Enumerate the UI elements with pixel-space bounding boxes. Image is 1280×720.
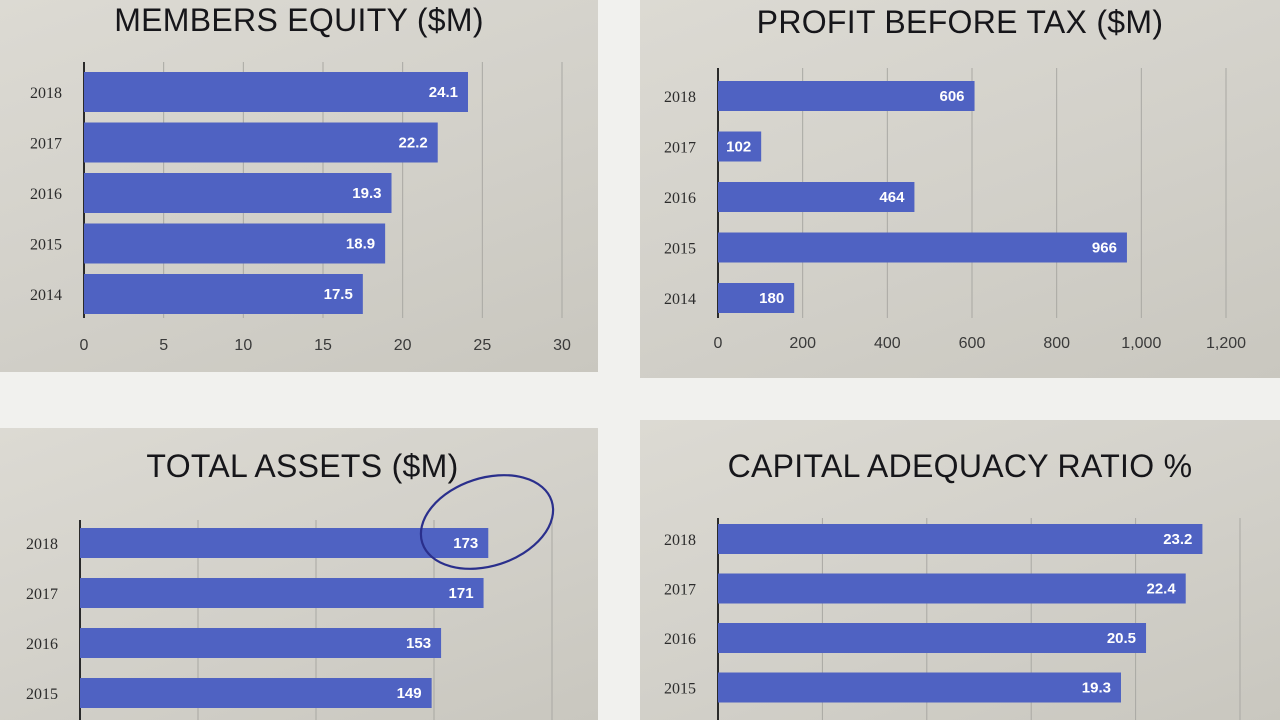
category-label: 2016 — [30, 186, 62, 203]
bar — [718, 524, 1203, 554]
x-tick-label: 600 — [959, 335, 986, 352]
data-label: 171 — [449, 585, 474, 602]
category-label: 2014 — [664, 291, 696, 308]
bar — [718, 232, 1127, 263]
data-label: 20.5 — [1107, 630, 1136, 647]
data-label: 102 — [726, 139, 751, 156]
bar — [84, 274, 363, 314]
members-equity-panel: MEMBERS EQUITY ($M) 0 5 10 15 20 25 30 24.1 2018… — [0, 0, 598, 372]
category-label: 2018 — [30, 85, 62, 102]
x-tick-label: 25 — [473, 337, 491, 354]
chart-title: MEMBERS EQUITY ($M) — [114, 2, 484, 38]
bar — [718, 131, 762, 162]
bar — [718, 573, 1186, 604]
data-label: 966 — [1092, 240, 1117, 257]
chart-title: PROFIT BEFORE TAX ($M) — [756, 4, 1164, 40]
data-label: 464 — [879, 189, 905, 206]
total-assets-chart: 173 2018 171 2017 153 2016 149 2015 — [26, 474, 555, 720]
profit-before-tax-panel: PROFIT BEFORE TAX ($M) 0 200 400 600 800 1,00… — [640, 0, 1280, 378]
bar — [718, 182, 915, 212]
data-label: 17.5 — [324, 286, 353, 303]
data-label: 23.2 — [1163, 531, 1192, 548]
category-label: 2014 — [30, 287, 62, 304]
bar — [84, 72, 468, 112]
capital-adequacy-panel: CAPITAL ADEQUACY RATIO % 23.2 2018 22.4 201… — [640, 420, 1280, 720]
x-tick-label: 15 — [314, 337, 332, 354]
data-label: 149 — [397, 685, 422, 702]
chart-title: TOTAL ASSETS ($M) — [146, 448, 459, 484]
profit-before-tax-chart: 0 200 400 600 800 1,000 1,200 606 2018 102 2017 464… — [664, 68, 1246, 352]
bar — [80, 678, 432, 708]
data-label: 22.2 — [399, 135, 428, 152]
data-label: 19.3 — [1082, 680, 1111, 697]
bar — [84, 223, 386, 264]
data-label: 24.1 — [429, 84, 458, 101]
bar — [84, 122, 438, 163]
category-label: 2015 — [26, 686, 58, 703]
capital-adequacy-chart: 23.2 2018 22.4 2017 20.5 2016 19.3 2015 — [664, 518, 1241, 720]
data-label: 153 — [406, 635, 431, 652]
x-tick-label: 1,200 — [1206, 335, 1246, 352]
bar — [84, 173, 392, 213]
category-label: 2016 — [664, 631, 696, 648]
data-label: 180 — [759, 290, 784, 307]
category-label: 2016 — [26, 636, 58, 653]
category-label: 2017 — [26, 586, 58, 603]
category-label: 2018 — [26, 536, 58, 553]
x-tick-label: 20 — [394, 337, 412, 354]
category-label: 2016 — [664, 190, 696, 207]
category-label: 2015 — [30, 237, 62, 254]
data-label: 606 — [940, 88, 965, 105]
x-tick-label: 5 — [159, 337, 168, 354]
x-tick-label: 0 — [714, 335, 723, 352]
total-assets-panel: TOTAL ASSETS ($M) 173 2018 171 2017 153 2016 1… — [0, 428, 598, 720]
category-label: 2015 — [664, 241, 696, 258]
x-tick-label: 200 — [789, 335, 816, 352]
x-tick-label: 30 — [553, 337, 571, 354]
x-tick-label: 400 — [874, 335, 901, 352]
bar — [718, 623, 1147, 653]
bar — [718, 283, 795, 313]
bar — [718, 672, 1121, 703]
bar — [718, 81, 975, 111]
category-label: 2018 — [664, 532, 696, 549]
data-label: 22.4 — [1147, 581, 1177, 598]
bar — [80, 628, 442, 658]
x-tick-label: 0 — [80, 337, 89, 354]
data-label: 18.9 — [346, 236, 375, 253]
category-label: 2015 — [664, 681, 696, 698]
chart-title: CAPITAL ADEQUACY RATIO % — [727, 448, 1193, 484]
x-tick-label: 800 — [1043, 335, 1070, 352]
category-label: 2017 — [30, 136, 62, 153]
category-label: 2018 — [664, 89, 696, 106]
handwritten-circle-mark — [419, 474, 555, 570]
x-tick-label: 10 — [234, 337, 252, 354]
members-equity-chart: 0 5 10 15 20 25 30 24.1 2018 22.2 2017 19.3 2016 18.9… — [30, 62, 571, 354]
bar — [80, 578, 484, 608]
category-label: 2017 — [664, 582, 696, 599]
data-label: 19.3 — [352, 185, 381, 202]
category-label: 2017 — [664, 140, 696, 157]
data-label: 173 — [453, 535, 478, 552]
x-tick-label: 1,000 — [1121, 335, 1161, 352]
